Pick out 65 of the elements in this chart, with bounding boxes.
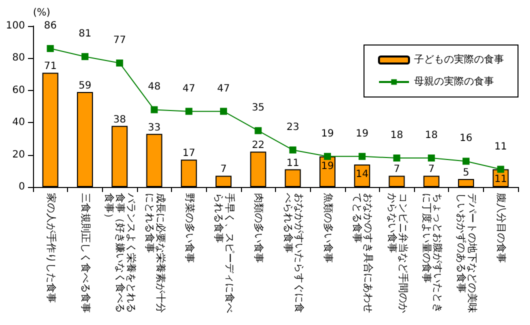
data-label: 59: [78, 80, 92, 92]
data-label: 18: [390, 130, 404, 142]
point: [220, 108, 228, 115]
x-tick-label: 三食規則正しく食べる食事: [79, 193, 92, 313]
data-label: 81: [78, 28, 92, 40]
point: [497, 166, 504, 173]
x-tick-label: 成長に必要な栄養素が十分にとれる食事: [143, 193, 166, 313]
x-tick-label: 手早く、スピーディに食べられる食事: [212, 193, 236, 313]
data-label: 17: [182, 148, 196, 160]
point: [428, 154, 435, 162]
data-label: 11: [494, 174, 508, 185]
legend-label: 母親の実際の食事: [414, 76, 494, 88]
legend-label: 子どもの実際の食事: [414, 54, 504, 66]
data-label: 16: [460, 133, 472, 144]
point: [324, 152, 331, 160]
y-tick-label: 60: [12, 84, 25, 96]
point: [254, 127, 262, 134]
data-label: 47: [217, 83, 230, 94]
x-tick-label: ちょっとお腹がすいたときに丁度よい量の食事: [420, 193, 444, 313]
x-tick-label: デパートの地下などの美味しいおかずのある食事: [455, 193, 478, 313]
point: [393, 154, 400, 162]
x-tick-label: おなかがすいたらすぐに食べられる食事: [282, 193, 305, 313]
data-label: 47: [182, 83, 196, 94]
x-tick-label: コンビニ弁当など手間のかからない食事: [386, 193, 409, 313]
data-label: 33: [148, 122, 161, 134]
data-label: 23: [286, 122, 300, 133]
data-label: 11: [494, 141, 508, 152]
x-tick-label: 家の人が手作りした食事: [44, 193, 57, 303]
data-label: 5: [462, 167, 470, 178]
data-label: 7: [394, 164, 400, 176]
data-label: 11: [286, 158, 300, 169]
x-tick-label: 野菜の多い食事: [183, 193, 196, 263]
point: [462, 158, 470, 165]
x-tick-label: 腹八分目の食事: [495, 193, 508, 263]
point: [358, 152, 366, 160]
data-label: 71: [44, 61, 57, 72]
point: [116, 60, 124, 67]
data-label: 19: [356, 128, 368, 140]
data-label: 7: [220, 164, 227, 176]
data-label: 38: [113, 114, 126, 126]
y-tick-label: 100: [6, 20, 25, 32]
data-label: 86: [44, 20, 57, 32]
data-label: 77: [113, 35, 126, 46]
data-label: 19: [321, 128, 334, 140]
data-label: 7: [428, 164, 435, 176]
x-tick-label: おなかのすき具合にあわせてとる食事: [351, 193, 374, 313]
data-label: 22: [252, 140, 265, 152]
data-label: 35: [252, 102, 265, 114]
y-tick-label: 80: [12, 52, 25, 64]
data-label: 14: [356, 168, 368, 180]
data-label: 18: [425, 130, 438, 142]
y-tick-label: 0: [18, 182, 25, 192]
data-label: 48: [148, 82, 161, 93]
x-tick-label: 肉類の多い食事: [252, 193, 265, 263]
point: [289, 146, 296, 154]
y-tick-label: 20: [12, 149, 25, 160]
y-axis-title: (%): [33, 8, 50, 18]
x-tick-label: 魚類の多い食事: [322, 193, 334, 263]
data-label: 19: [321, 160, 334, 172]
point: [150, 106, 158, 114]
point: [185, 108, 192, 115]
point: [81, 53, 88, 60]
y-tick-label: 40: [12, 117, 25, 128]
point: [46, 45, 54, 52]
x-tick-label: バランスよく栄養をとれる食事（好き嫌いなく食べる食事）: [103, 192, 138, 313]
